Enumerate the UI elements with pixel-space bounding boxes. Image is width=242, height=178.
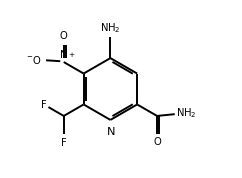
Text: $^{-}$O: $^{-}$O bbox=[26, 54, 42, 66]
Text: F: F bbox=[41, 100, 47, 110]
Text: F: F bbox=[61, 138, 67, 148]
Text: O: O bbox=[60, 31, 68, 41]
Text: NH$_2$: NH$_2$ bbox=[176, 106, 196, 120]
Text: N: N bbox=[60, 50, 68, 60]
Text: +: + bbox=[68, 52, 74, 58]
Text: NH$_2$: NH$_2$ bbox=[100, 21, 121, 35]
Text: N: N bbox=[107, 127, 115, 137]
Text: O: O bbox=[154, 137, 161, 148]
